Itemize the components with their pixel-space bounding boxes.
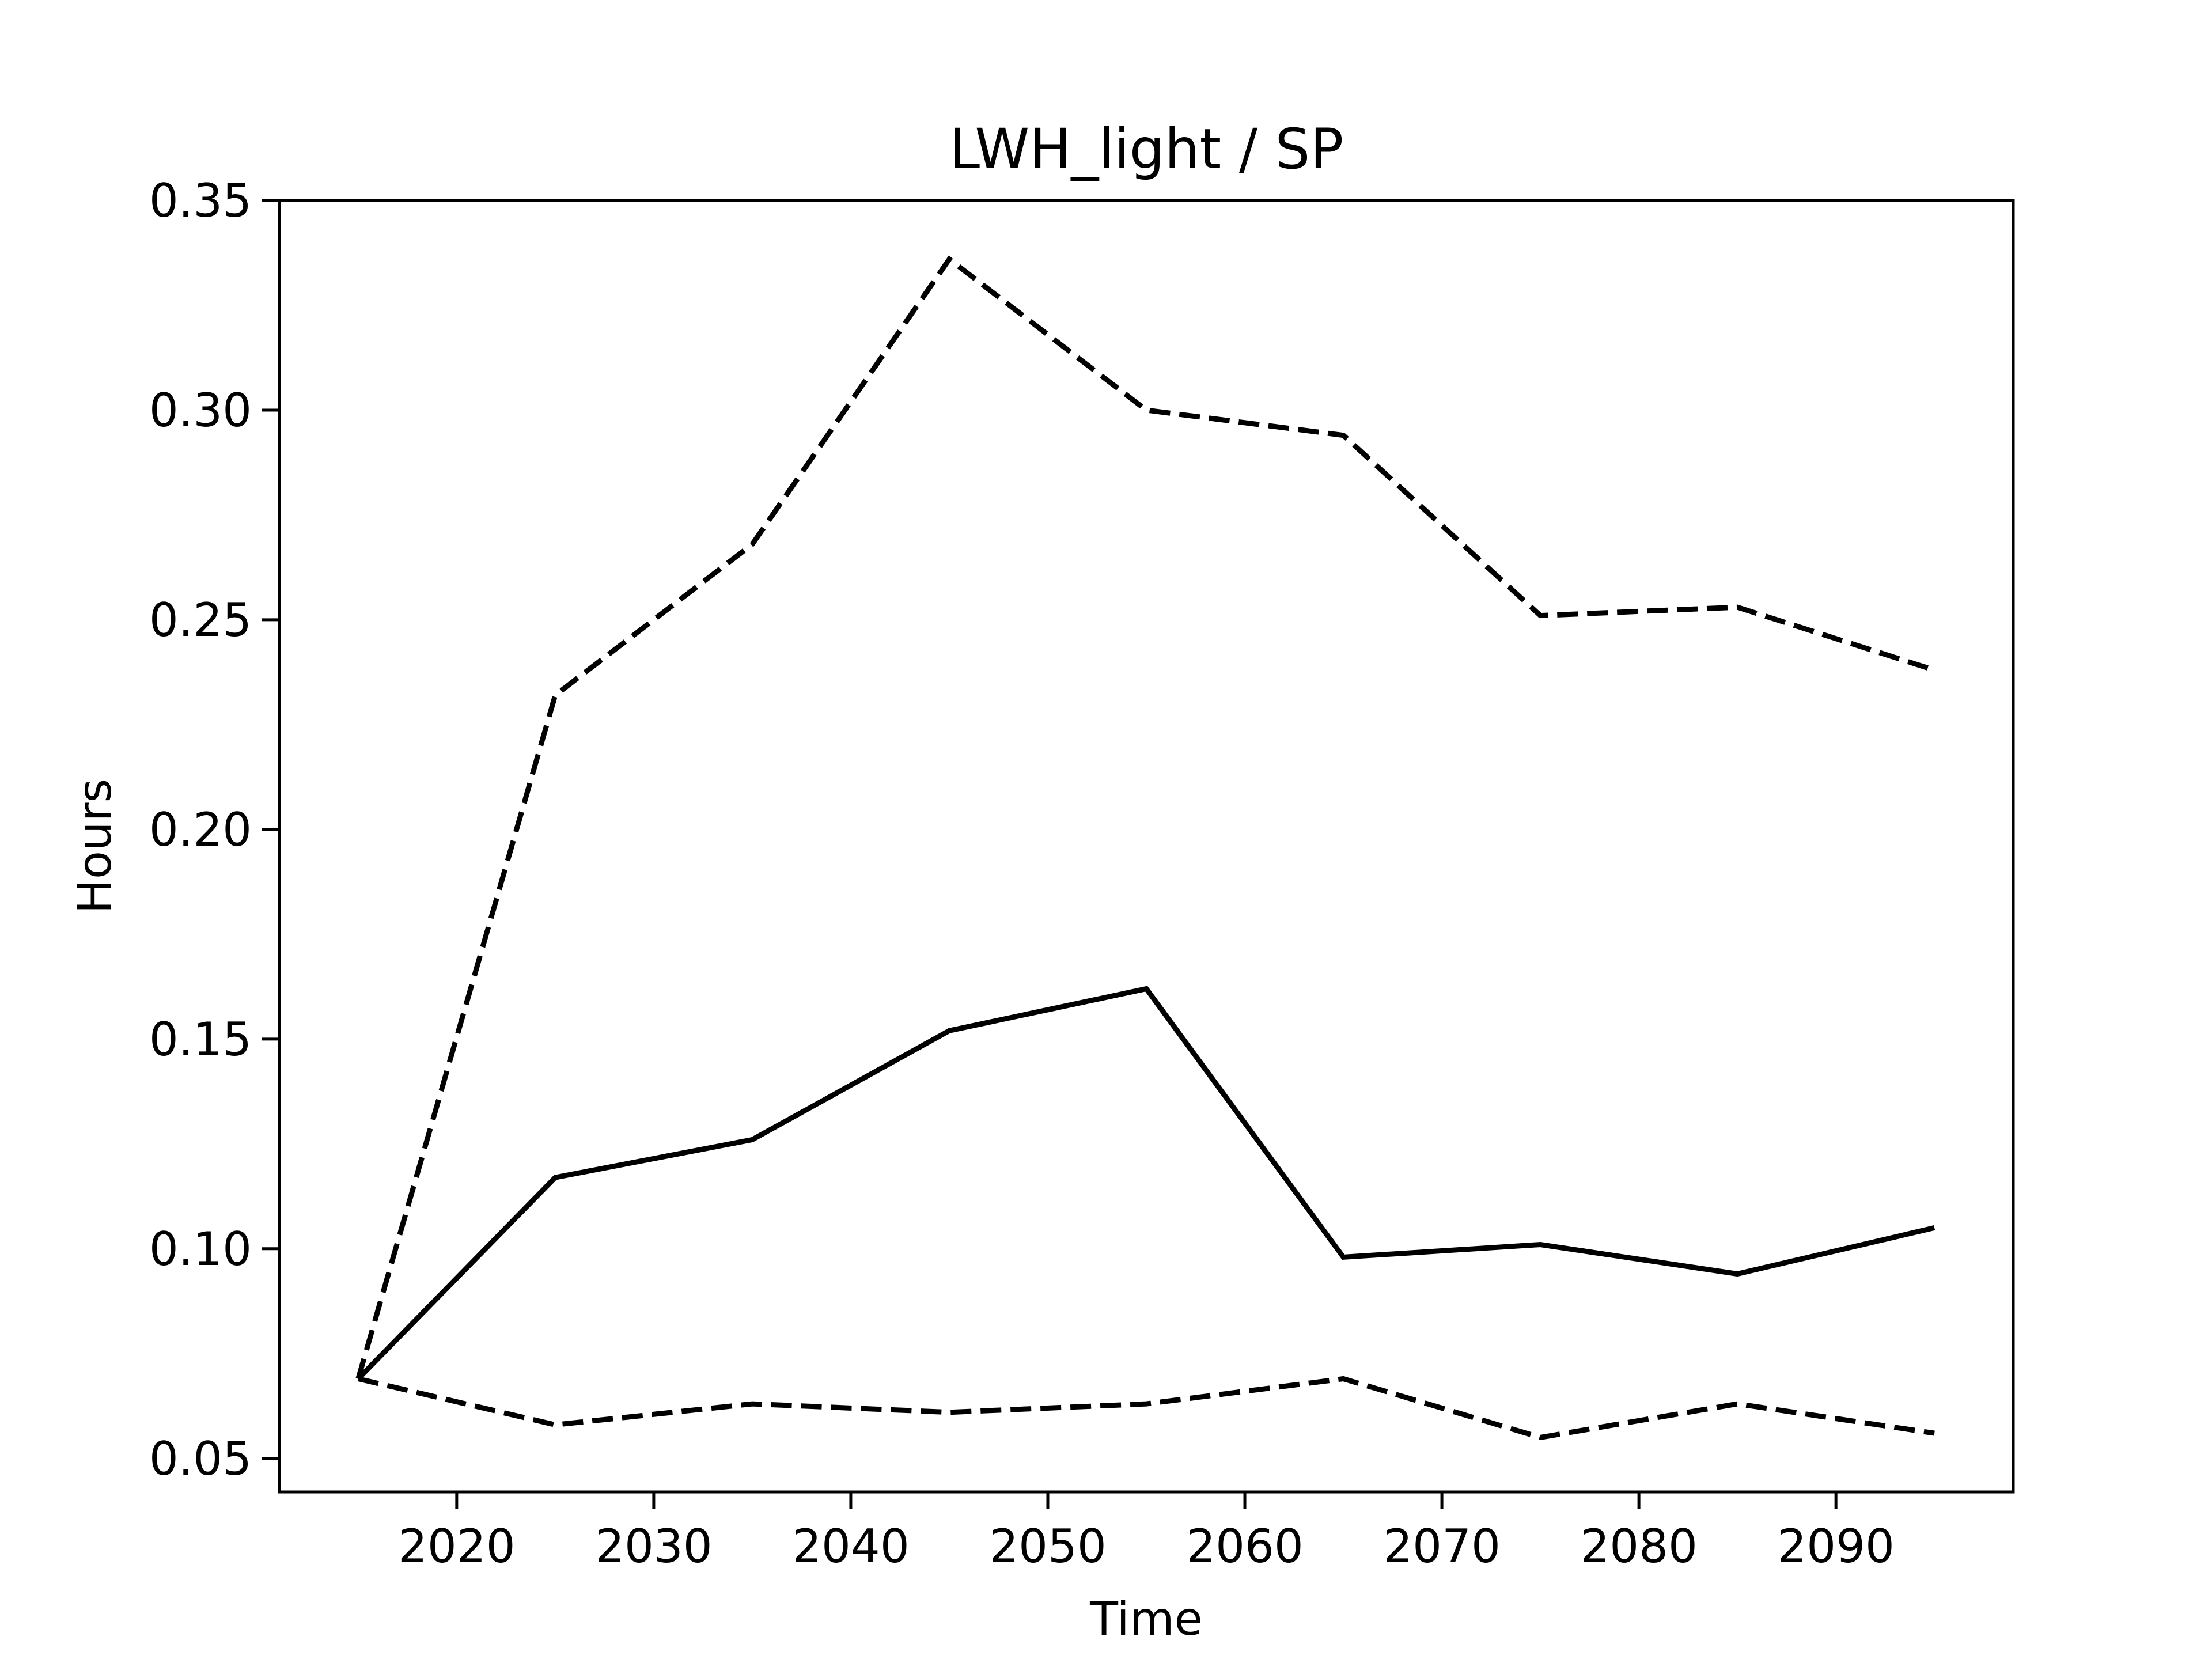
y-tick-label: 0.15	[149, 1013, 252, 1066]
plot-frame	[278, 199, 2015, 1494]
x-tick-label: 2050	[989, 1520, 1107, 1573]
x-tick-label: 2040	[792, 1520, 910, 1573]
series-line-3	[357, 1376, 1935, 1441]
x-tick-label: 2060	[1186, 1520, 1304, 1573]
y-tick-label: 0.35	[149, 174, 252, 228]
y-tick-label: 0.20	[149, 803, 252, 857]
y-axis-ticks: 0.05 0.10 0.15 0.20 0.25 0.30 0.35	[149, 174, 279, 1486]
series-line-2	[355, 255, 1936, 1380]
chart-title: LWH_light / SP	[949, 117, 1344, 181]
plot-lines	[355, 255, 1936, 1441]
y-tick-label: 0.25	[149, 593, 252, 647]
x-tick-label: 2030	[595, 1520, 713, 1573]
x-tick-label: 2020	[398, 1520, 516, 1573]
x-tick-label: 2080	[1580, 1520, 1698, 1573]
x-tick-label: 2070	[1383, 1520, 1501, 1573]
y-axis-label: Hours	[68, 779, 122, 914]
series-line-1	[356, 986, 1936, 1381]
y-tick-label: 0.05	[149, 1432, 252, 1486]
y-tick-label: 0.10	[149, 1222, 252, 1276]
x-tick-label: 2090	[1777, 1520, 1895, 1573]
y-tick-label: 0.30	[149, 384, 252, 437]
x-axis-ticks: 2020 2030 2040 2050 2060 2070 2080 2090	[398, 1492, 1895, 1573]
x-axis-label: Time	[1089, 1592, 1203, 1646]
